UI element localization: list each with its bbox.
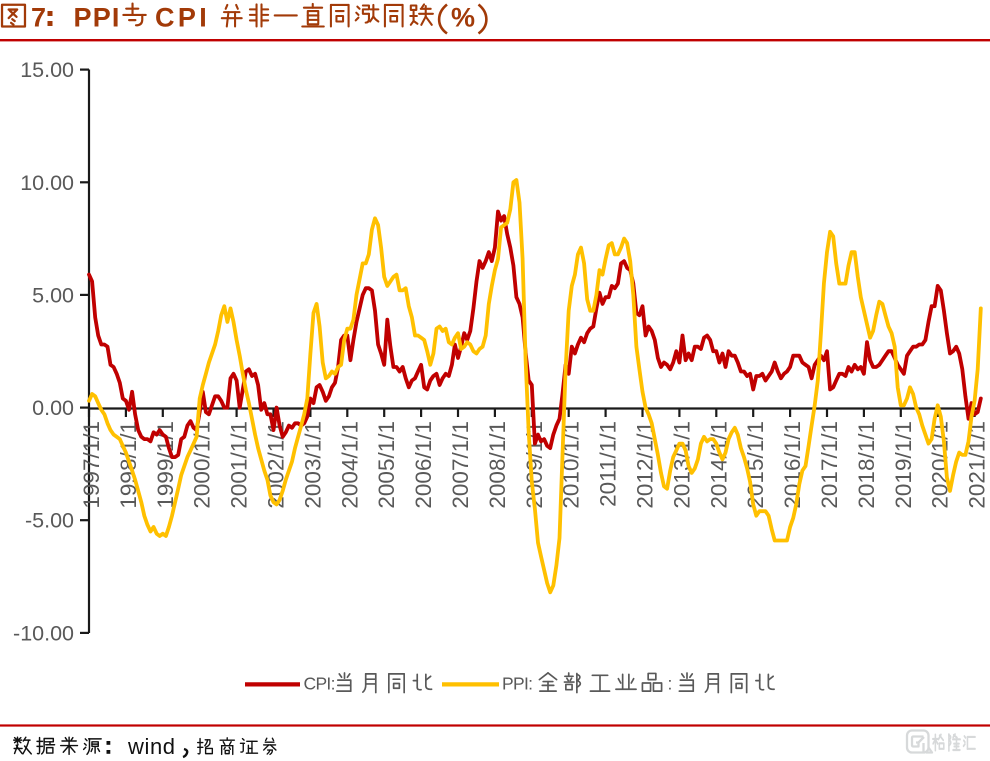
svg-text:PPI: PPI <box>74 3 121 33</box>
svg-text:2005/1/1: 2005/1/1 <box>374 421 399 509</box>
svg-text:-10.00: -10.00 <box>13 621 74 645</box>
svg-text:1997/1/1: 1997/1/1 <box>79 421 104 509</box>
svg-text:-5.00: -5.00 <box>25 509 74 533</box>
svg-text:2000/1/1: 2000/1/1 <box>190 421 215 509</box>
svg-text::: : <box>668 674 673 694</box>
svg-text:7: 7 <box>31 3 46 33</box>
svg-text:2018/1/1: 2018/1/1 <box>854 421 879 509</box>
svg-text:2007/1/1: 2007/1/1 <box>448 421 473 509</box>
svg-text:2019/1/1: 2019/1/1 <box>891 421 916 509</box>
svg-text:2017/1/1: 2017/1/1 <box>817 421 842 509</box>
svg-text:15.00: 15.00 <box>20 58 74 82</box>
svg-text:CPI:: CPI: <box>304 674 335 694</box>
svg-text:2014/1/1: 2014/1/1 <box>706 421 731 509</box>
svg-text:5.00: 5.00 <box>32 283 74 307</box>
svg-text:2003/1/1: 2003/1/1 <box>300 421 325 509</box>
svg-text:2006/1/1: 2006/1/1 <box>411 421 436 509</box>
svg-text:2004/1/1: 2004/1/1 <box>337 421 362 509</box>
svg-text:2016/1/1: 2016/1/1 <box>780 421 805 509</box>
svg-text:wind: wind <box>127 734 176 759</box>
svg-text:2011/1/1: 2011/1/1 <box>596 421 621 507</box>
svg-text:%: % <box>451 3 475 33</box>
svg-text:2008/1/1: 2008/1/1 <box>485 421 510 509</box>
svg-text:2001/1/1: 2001/1/1 <box>227 421 252 509</box>
svg-text:0.00: 0.00 <box>32 396 74 420</box>
svg-text:PPI:: PPI: <box>502 674 532 694</box>
svg-text:CPI: CPI <box>155 3 210 33</box>
svg-text:10.00: 10.00 <box>20 171 74 195</box>
